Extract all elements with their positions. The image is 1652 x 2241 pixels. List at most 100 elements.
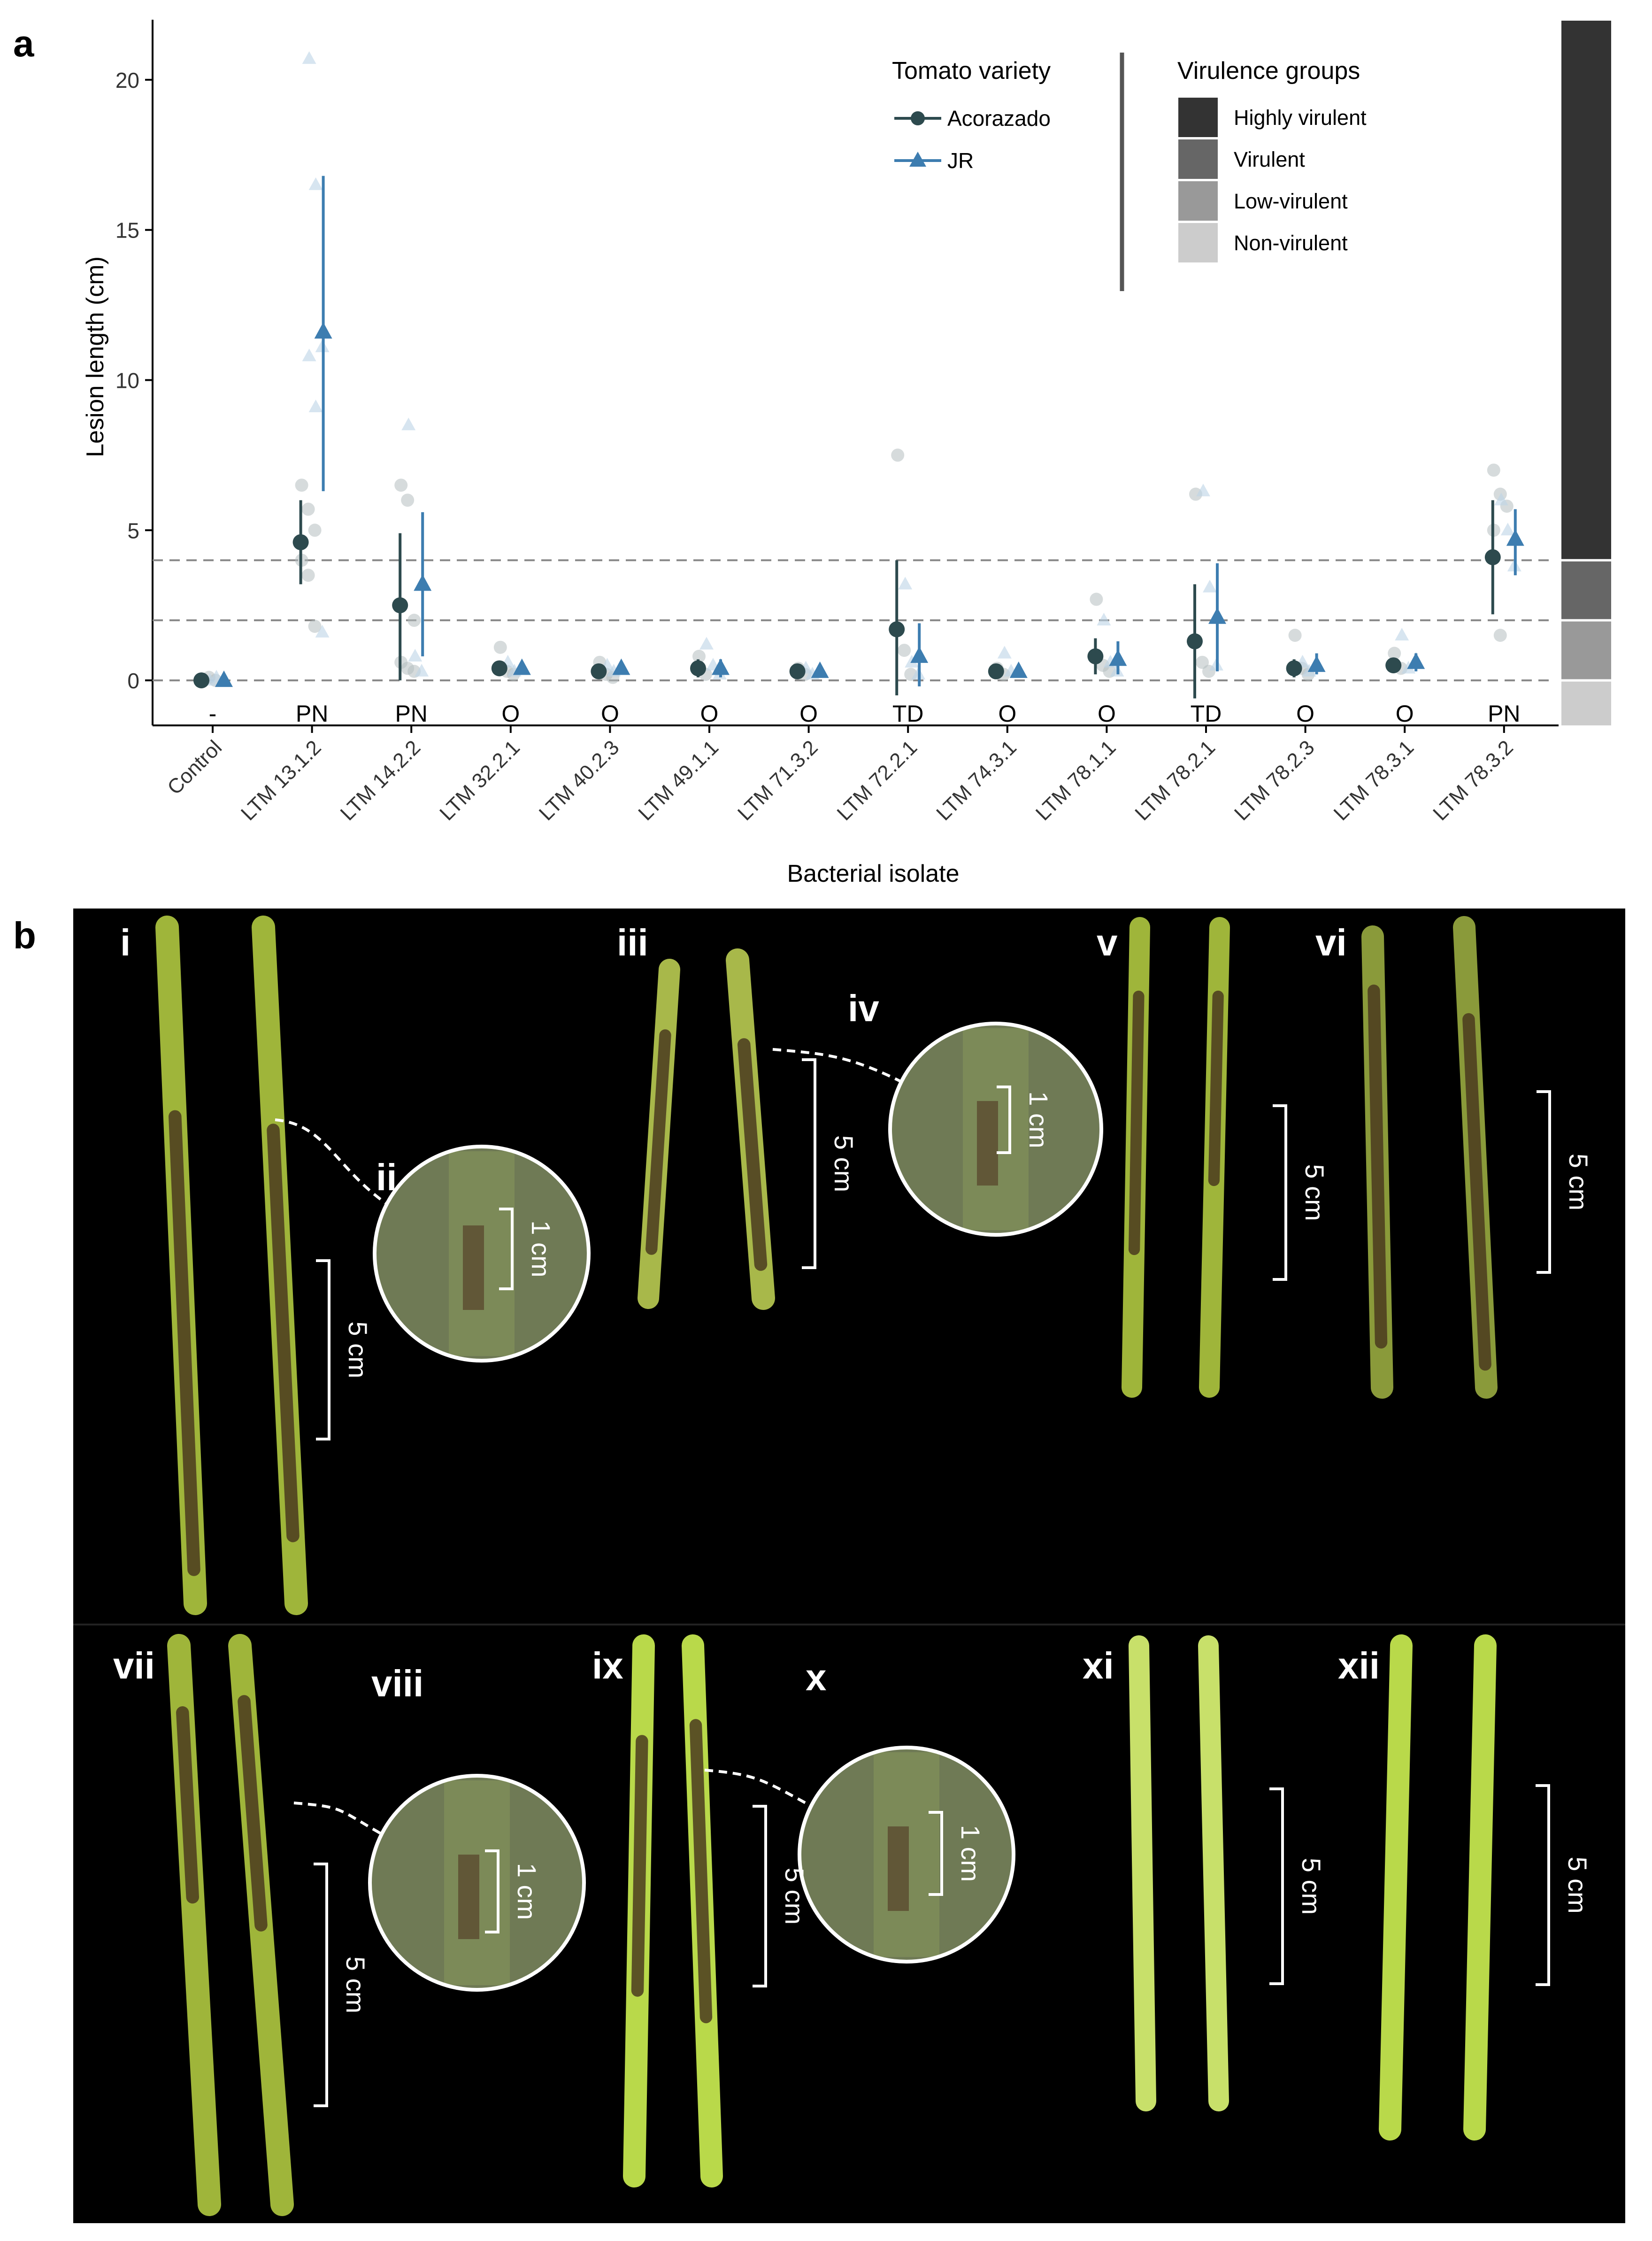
photo-label: x — [806, 1656, 827, 1698]
raw-point — [408, 648, 423, 662]
scale-label: 5 cm — [341, 1956, 370, 2013]
scale-label: 5 cm — [829, 1135, 859, 1192]
mean-point — [193, 672, 209, 689]
scale-label: 5 cm — [343, 1321, 373, 1378]
scale-bracket — [314, 1863, 328, 2107]
scale-bracket — [499, 1208, 514, 1290]
raw-point — [415, 663, 429, 677]
stem-body — [1129, 1635, 1156, 2111]
mean-point — [1407, 652, 1425, 669]
stem-lesion — [1462, 1013, 1491, 1371]
scale-bar: 5 cm — [1273, 1104, 1329, 1281]
raw-point — [1395, 628, 1409, 641]
legend-group-label: Highly virulent — [1234, 106, 1367, 130]
x-tick-label: LTM 78.2.1 — [1130, 736, 1220, 825]
x-tick-label: LTM 78.3.2 — [1429, 736, 1518, 825]
legend-group-label: Virulent — [1234, 147, 1305, 171]
raw-point — [898, 577, 913, 590]
scale-label: 5 cm — [780, 1868, 809, 1925]
scale-bar: 1 cm — [499, 1208, 556, 1290]
x-tick-label: LTM 71.3.2 — [733, 736, 822, 825]
legend-group-label: Low-virulent — [1234, 189, 1348, 213]
photo-label: ix — [592, 1645, 623, 1687]
mean-point — [392, 597, 408, 614]
group-label: TD — [892, 701, 924, 727]
scale-bracket — [485, 1849, 499, 1933]
chart-axes: 0 5 10 15 20 Control LTM 13.1.2 LTM 14.2.2 LTM 3… — [115, 20, 1559, 825]
scale-bracket — [997, 1086, 1011, 1154]
mean-point — [414, 574, 432, 591]
scale-bar: 5 cm — [753, 1805, 809, 1987]
group-label: O — [700, 701, 719, 727]
photo-label: vii — [113, 1645, 155, 1687]
raw-point — [1196, 655, 1209, 669]
x-tick-label: LTM 49.1.1 — [634, 736, 723, 825]
threshold-lines — [153, 559, 1555, 682]
group-label: PN — [1488, 701, 1520, 727]
scale-bar: 5 cm — [802, 1058, 859, 1269]
scale-bracket — [1537, 1090, 1551, 1274]
stem — [1361, 925, 1393, 1399]
scale-label: 5 cm — [1564, 1154, 1593, 1210]
stem-body — [1198, 1635, 1229, 2111]
virulence-band — [1561, 560, 1611, 621]
stem — [1463, 1634, 1497, 2141]
stem — [1129, 1635, 1156, 2111]
group-label: PN — [395, 701, 427, 727]
scale-label: 5 cm — [1563, 1856, 1592, 1913]
scale-bar: 5 cm — [1269, 1787, 1326, 1985]
raw-point — [699, 637, 714, 650]
photo-label: xii — [1338, 1645, 1380, 1687]
scale-bracket — [316, 1259, 330, 1440]
stem — [1379, 1634, 1413, 2141]
scale-label: 1 cm — [512, 1863, 542, 1920]
zoom-connector — [772, 1048, 922, 1094]
raw-point — [891, 448, 905, 462]
photo-label: iii — [617, 922, 648, 963]
stem — [167, 1634, 221, 2216]
zoom-border — [888, 1022, 1103, 1237]
raw-point — [1493, 629, 1507, 642]
y-tick-label: 20 — [115, 68, 139, 92]
scale-bar: 5 cm — [316, 1259, 373, 1440]
group-labels: - PN PN O O O O TD O O TD O O PN — [209, 701, 1521, 727]
legend-swatch — [1178, 181, 1218, 221]
raw-point — [301, 502, 315, 516]
photo-label: xi — [1083, 1645, 1114, 1687]
stem-lesion — [176, 1706, 199, 1904]
mean-points — [193, 322, 1524, 689]
group-label: O — [998, 701, 1016, 727]
photo-label: ii — [376, 1156, 397, 1198]
raw-point — [295, 478, 308, 492]
x-tick-label: LTM 78.1.1 — [1031, 736, 1121, 825]
zoom-inset — [275, 1118, 591, 1363]
raw-point — [302, 348, 316, 362]
raw-point — [1487, 463, 1500, 477]
legend-virulence-title: Virulence groups — [1177, 57, 1360, 85]
scale-bar: 5 cm — [314, 1863, 370, 2107]
mean-point — [513, 658, 531, 675]
raw-point — [1189, 487, 1202, 501]
raw-point — [1388, 647, 1401, 660]
mean-point — [889, 621, 905, 638]
zoom-lesion — [463, 1225, 484, 1310]
photo-label: i — [120, 922, 131, 963]
stem — [1122, 917, 1150, 1398]
mean-point — [1009, 661, 1028, 678]
x-tick-label: LTM 78.2.3 — [1230, 736, 1319, 825]
stem-lesion — [1208, 990, 1224, 1186]
legend-series-label: Acorazado — [947, 106, 1051, 131]
raw-point — [1500, 523, 1515, 536]
group-label: O — [1396, 701, 1414, 727]
scale-bar: 1 cm — [997, 1086, 1053, 1154]
raw-point — [997, 646, 1012, 659]
scale-bar: 5 cm — [1536, 1784, 1592, 1986]
stem — [228, 1634, 294, 2216]
raw-point — [1097, 613, 1111, 626]
scale-bracket — [1536, 1784, 1550, 1986]
stem — [1198, 1635, 1229, 2111]
raw-point — [401, 493, 415, 507]
zoom-border — [373, 1145, 591, 1363]
legend-group-label: Non-virulent — [1234, 231, 1348, 255]
